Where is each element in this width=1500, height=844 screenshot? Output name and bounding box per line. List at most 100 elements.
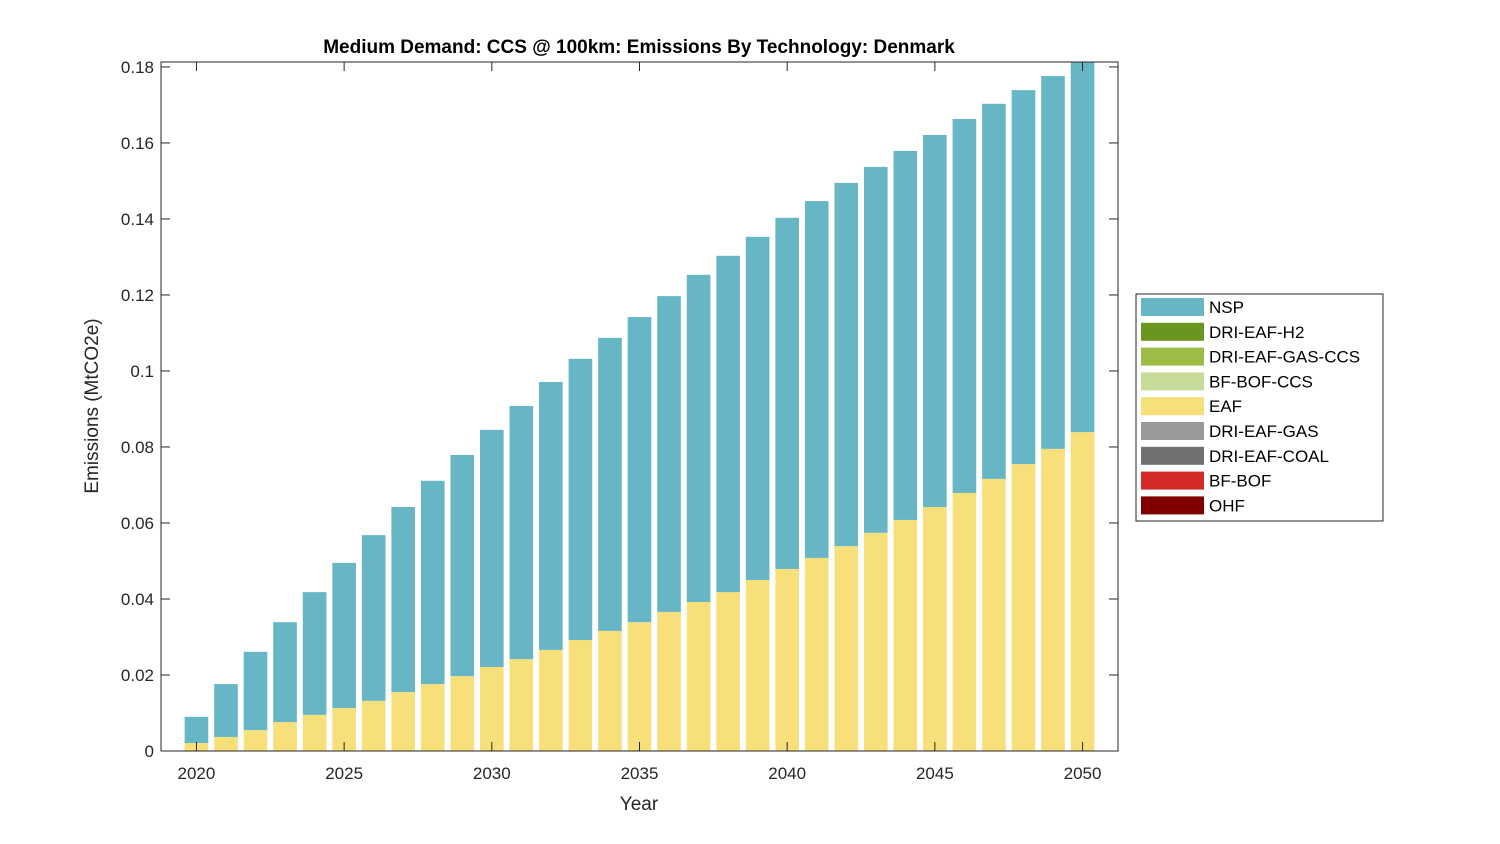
bar-nsp-2022 <box>243 651 268 731</box>
bar-eaf-2041 <box>804 557 829 751</box>
bar-nsp-2050 <box>1070 62 1095 433</box>
bar-nsp-2043 <box>863 166 888 533</box>
bar-nsp-2040 <box>775 217 799 569</box>
y-tick-label: 0.04 <box>121 590 154 609</box>
bar-eaf-2037 <box>686 602 711 751</box>
legend-label-ohf: OHF <box>1209 496 1245 515</box>
bar-nsp-2020 <box>184 716 209 744</box>
bar-eaf-2033 <box>568 640 593 751</box>
bar-eaf-2036 <box>657 611 681 751</box>
bar-eaf-2031 <box>509 659 534 751</box>
bar-eaf-2023 <box>273 722 297 751</box>
bar-eaf-2050 <box>1070 432 1095 751</box>
bar-nsp-2023 <box>273 622 297 723</box>
legend-swatch-bf-bof <box>1141 471 1204 490</box>
bar-nsp-2042 <box>834 182 859 547</box>
bar-nsp-2037 <box>686 274 711 603</box>
bar-eaf-2038 <box>716 592 740 751</box>
bar-eaf-2045 <box>923 507 947 751</box>
bar-eaf-2034 <box>598 630 622 751</box>
bar-nsp-2033 <box>568 358 593 641</box>
bar-nsp-2028 <box>420 480 445 685</box>
legend-label-nsp: NSP <box>1209 298 1244 317</box>
chart-title: Medium Demand: CCS @ 100km: Emissions By… <box>323 37 955 58</box>
bar-eaf-2046 <box>952 492 977 751</box>
bar-nsp-2030 <box>480 429 504 668</box>
bar-eaf-2044 <box>893 519 918 751</box>
bar-nsp-2045 <box>923 134 947 508</box>
bar-eaf-2021 <box>214 736 238 751</box>
legend-label-dri-eaf-gas: DRI-EAF-GAS <box>1209 422 1319 441</box>
bar-eaf-2039 <box>745 579 770 751</box>
bar-nsp-2047 <box>982 103 1006 479</box>
bar-nsp-2048 <box>1011 90 1036 465</box>
x-tick-label: 2030 <box>473 764 511 783</box>
bar-nsp-2034 <box>598 337 622 631</box>
bar-eaf-2030 <box>480 667 504 751</box>
y-tick-label: 0.08 <box>121 438 154 457</box>
legend-label-dri-eaf-h2: DRI-EAF-H2 <box>1209 323 1304 342</box>
x-tick-label: 2020 <box>178 764 216 783</box>
y-tick-label: 0.18 <box>121 58 154 77</box>
bar-nsp-2046 <box>952 119 977 493</box>
legend-swatch-dri-eaf-gas-ccs <box>1141 347 1204 366</box>
legend-swatch-bf-bof-ccs <box>1141 372 1204 391</box>
legend-swatch-nsp <box>1141 298 1204 316</box>
x-tick-label: 2040 <box>768 764 806 783</box>
y-tick-label: 0.02 <box>121 666 154 685</box>
bar-nsp-2035 <box>627 317 652 623</box>
bar-eaf-2042 <box>834 546 859 751</box>
y-tick-label: 0.1 <box>130 362 154 381</box>
legend-swatch-ohf <box>1141 496 1204 515</box>
bar-eaf-2025 <box>332 708 356 751</box>
x-tick-label: 2035 <box>621 764 659 783</box>
bar-eaf-2026 <box>361 700 386 751</box>
y-tick-label: 0 <box>145 742 154 761</box>
bar-nsp-2021 <box>214 684 238 737</box>
bar-eaf-2024 <box>302 714 327 751</box>
legend-label-dri-eaf-gas-ccs: DRI-EAF-GAS-CCS <box>1209 348 1360 367</box>
legend-swatch-dri-eaf-gas <box>1141 422 1204 440</box>
bar-eaf-2027 <box>391 692 416 751</box>
bar-nsp-2029 <box>450 454 475 677</box>
bar-nsp-2027 <box>391 507 416 693</box>
legend-label-bf-bof: BF-BOF <box>1209 472 1271 491</box>
bar-nsp-2031 <box>509 405 534 660</box>
legend-swatch-dri-eaf-h2 <box>1141 322 1204 341</box>
legend-label-eaf: EAF <box>1209 397 1242 416</box>
bar-nsp-2049 <box>1041 76 1065 449</box>
bar-eaf-2040 <box>775 568 799 751</box>
bar-eaf-2028 <box>420 684 445 751</box>
bar-nsp-2025 <box>332 562 356 709</box>
y-tick-label: 0.12 <box>121 286 154 305</box>
axis-ticks: 2020 2025 2030 2035 2040 2045 2050 0 0.02 0.04 0.0… <box>121 58 1118 783</box>
bars-group <box>184 62 1095 751</box>
legend-swatch-eaf <box>1141 397 1204 416</box>
x-tick-label: 2050 <box>1064 764 1102 783</box>
legend: NSP DRI-EAF-H2 DRI-EAF-GAS-CCS BF-BOF-CCS EA… <box>1135 293 1384 522</box>
bar-eaf-2048 <box>1011 464 1036 751</box>
legend-swatch-dri-eaf-coal <box>1141 446 1204 465</box>
bar-nsp-2026 <box>361 535 386 701</box>
bar-nsp-2038 <box>716 255 740 593</box>
bar-eaf-2047 <box>982 478 1006 751</box>
bar-eaf-2022 <box>243 730 268 751</box>
x-tick-label: 2025 <box>325 764 363 783</box>
bar-nsp-2036 <box>657 296 681 612</box>
x-tick-label: 2045 <box>916 764 954 783</box>
x-axis-label: Year <box>620 794 659 815</box>
bar-nsp-2041 <box>804 201 829 558</box>
legend-label-bf-bof-ccs: BF-BOF-CCS <box>1209 372 1313 391</box>
bar-eaf-2043 <box>863 532 888 751</box>
y-tick-label: 0.06 <box>121 514 154 533</box>
bar-eaf-2029 <box>450 676 475 751</box>
bar-nsp-2032 <box>539 381 563 650</box>
bar-eaf-2032 <box>539 649 563 751</box>
y-axis-label: Emissions (MtCO2e) <box>82 318 103 493</box>
bar-nsp-2024 <box>302 592 327 715</box>
y-tick-label: 0.16 <box>121 134 154 153</box>
bar-eaf-2035 <box>627 622 652 751</box>
bar-nsp-2044 <box>893 150 918 520</box>
y-tick-label: 0.14 <box>121 210 154 229</box>
